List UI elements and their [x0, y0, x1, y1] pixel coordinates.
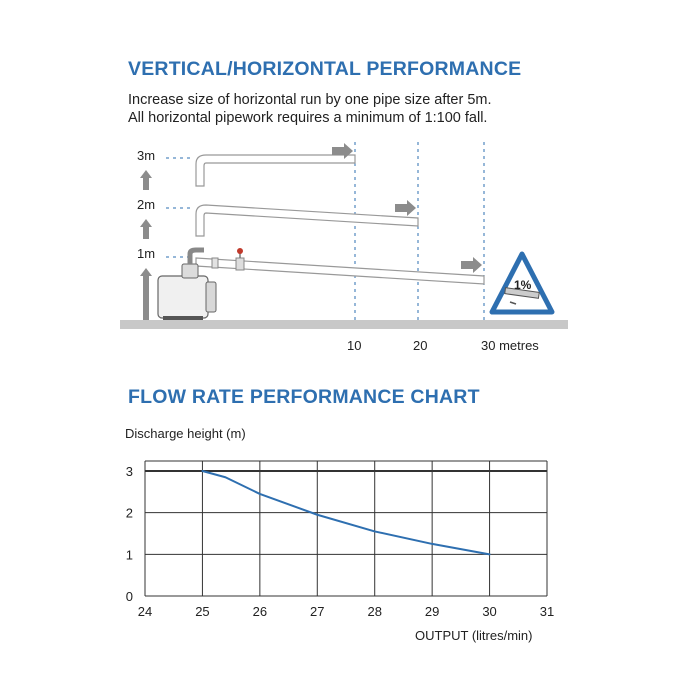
flow-rate-chart: Discharge height (m) 24 25 26 27 28 29 30 31012…: [125, 426, 554, 643]
pump-icon: [157, 247, 217, 320]
y-tick-label-3: 3: [126, 464, 133, 479]
x-tick-label-29: 29: [425, 604, 439, 619]
x-tick-label-31: 31: [540, 604, 554, 619]
pipe-2m: [195, 204, 419, 237]
y-tick-label-0: 0: [126, 589, 133, 604]
pipe-1m: [195, 257, 485, 285]
distance-label-20: 20: [413, 338, 427, 353]
height-label-3m: 3m: [137, 148, 155, 163]
x-tick-label-30: 30: [482, 604, 496, 619]
x-tick-label-24: 24: [138, 604, 152, 619]
height-label-2m: 2m: [137, 197, 155, 212]
fall-sign-text: 1%: [514, 278, 532, 292]
distance-label-30: 30 metres: [481, 338, 539, 353]
ground-strip: [120, 320, 568, 329]
x-tick-label-25: 25: [195, 604, 209, 619]
chart-marks: [201, 470, 491, 556]
section-title-vertical-horizontal: VERTICAL/HORIZONTAL PERFORMANCE: [128, 58, 522, 80]
valve-icon: [211, 248, 245, 271]
chart-ticks: 24 25 26 27 28 29 30 31 0 1 2 3: [126, 464, 554, 619]
y-axis-label: Discharge height (m): [125, 426, 246, 441]
y-tick-label-1: 1: [126, 547, 133, 562]
pipe-3m: [195, 154, 356, 187]
note-line-pipe-size: Increase size of horizontal run by one p…: [128, 92, 492, 108]
fall-warning-sign-icon: [489, 251, 555, 315]
x-tick-label-28: 28: [367, 604, 381, 619]
up-arrow-icon: [140, 170, 152, 320]
height-label-1m: 1m: [137, 246, 155, 261]
note-line-fall: All horizontal pipework requires a minim…: [128, 110, 488, 126]
pipework-diagram: 3m 2m 1m: [120, 142, 568, 353]
section-title-flow-rate: FLOW RATE PERFORMANCE CHART: [128, 386, 480, 408]
chart-grid: [144, 460, 548, 597]
distance-label-10: 10: [347, 338, 361, 353]
x-tick-label-27: 27: [310, 604, 324, 619]
right-arrow-icon: [332, 143, 482, 273]
x-axis-label: OUTPUT (litres/min): [415, 628, 532, 643]
series-line-0: [201, 470, 491, 556]
x-tick-label-26: 26: [253, 604, 267, 619]
y-tick-label-2: 2: [126, 506, 133, 521]
